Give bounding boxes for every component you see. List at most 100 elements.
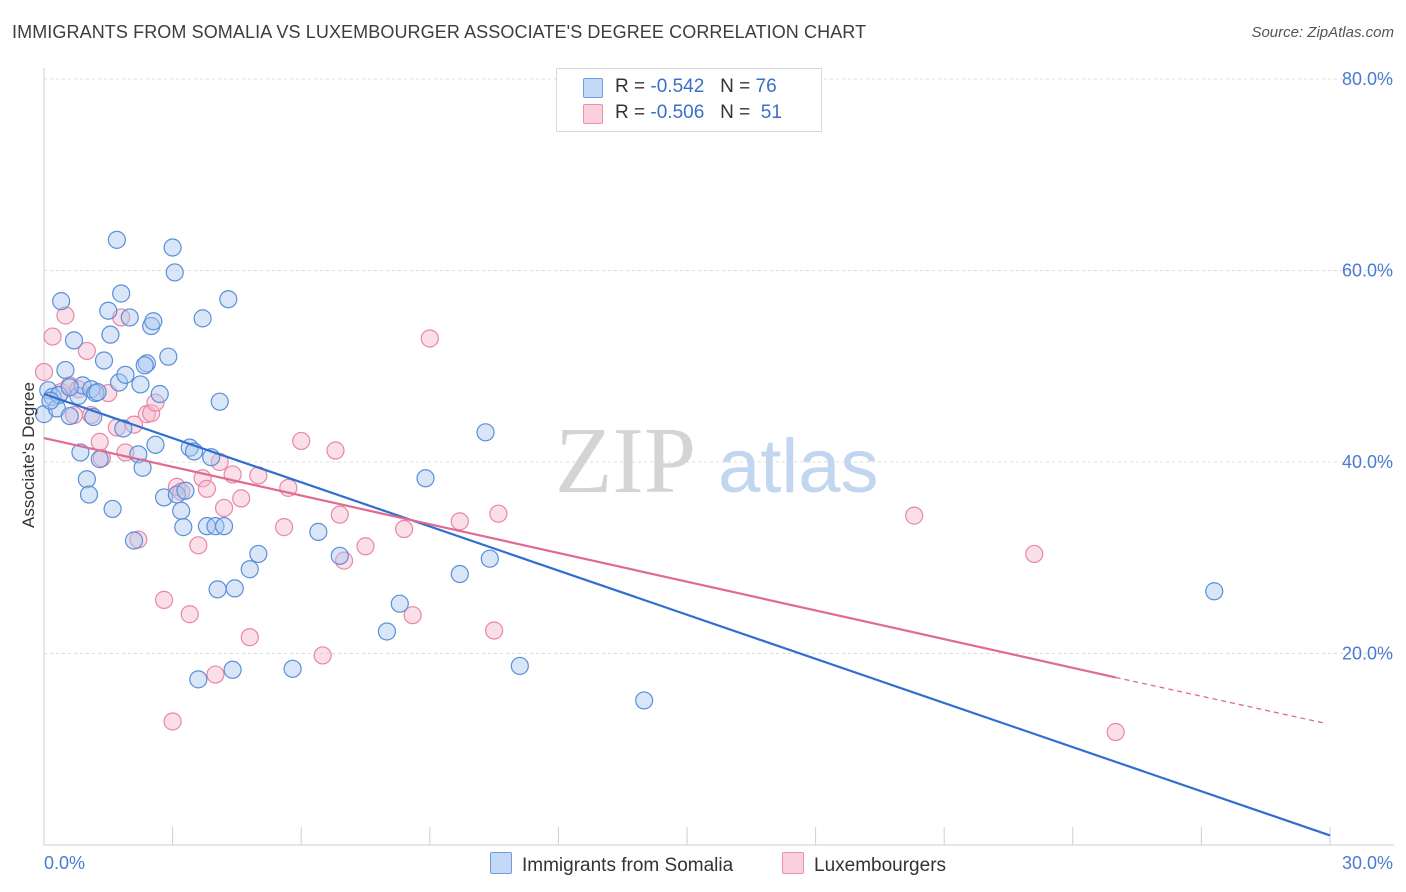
data-point-somalia (114, 419, 133, 438)
data-point-luxembourgers (420, 329, 439, 348)
data-point-luxembourgers (313, 646, 332, 665)
data-point-somalia (88, 383, 107, 402)
data-point-luxembourgers (1106, 722, 1125, 742)
data-point-somalia (208, 580, 227, 599)
data-point-somalia (249, 544, 268, 564)
data-point-luxembourgers (450, 512, 469, 531)
data-point-luxembourgers (43, 327, 62, 346)
data-point-somalia (172, 501, 191, 520)
trend-line-luxembourgers (43, 436, 1116, 679)
data-point-luxembourgers (292, 431, 311, 451)
data-point-somalia (41, 391, 60, 410)
data-point-luxembourgers (240, 628, 259, 647)
legend-swatch-pink (782, 852, 804, 874)
data-point-luxembourgers (206, 665, 225, 684)
x-tick-label-max: 30.0% (1342, 853, 1393, 873)
legend-label: Immigrants from Somalia (522, 855, 734, 876)
data-point-somalia (189, 670, 208, 689)
trend-line-somalia (43, 392, 1331, 837)
data-point-somalia (416, 469, 435, 488)
data-point-somalia (60, 406, 79, 426)
data-point-somalia (390, 594, 409, 613)
data-point-luxembourgers (77, 341, 96, 361)
data-point-luxembourgers (154, 590, 174, 609)
data-point-luxembourgers (56, 306, 75, 325)
data-point-luxembourgers (197, 479, 216, 498)
data-point-luxembourgers (189, 536, 208, 555)
legend-swatch-blue (490, 852, 512, 874)
y-tick-label: 80.0% (1342, 69, 1393, 89)
axes (43, 68, 1394, 846)
data-point-somalia (210, 392, 229, 411)
data-point-somalia (176, 481, 195, 500)
data-point-luxembourgers (232, 489, 251, 508)
data-point-somalia (174, 518, 193, 537)
data-point-luxembourgers (403, 606, 422, 625)
data-point-somalia (103, 499, 122, 519)
data-point-somalia (330, 546, 349, 565)
data-point-somalia (56, 360, 75, 380)
grid-lines (44, 78, 1394, 654)
data-point-somalia (214, 517, 234, 536)
x-tick-label-min: 0.0% (44, 853, 85, 873)
data-point-luxembourgers (214, 498, 234, 518)
data-point-luxembourgers (142, 404, 161, 423)
data-point-somalia (309, 522, 328, 541)
data-point-somalia (377, 622, 397, 641)
data-point-somalia (510, 656, 529, 676)
legend-item-somalia[interactable]: Immigrants from Somalia (490, 852, 733, 877)
data-point-luxembourgers (90, 432, 109, 451)
series-immigrants-from-somalia (34, 230, 1224, 710)
data-point-somalia (112, 284, 131, 303)
data-point-somalia (60, 378, 79, 397)
data-point-somalia (135, 356, 154, 375)
legend-swatch-pink (583, 104, 603, 124)
data-point-somalia (107, 230, 126, 249)
data-point-luxembourgers (485, 621, 504, 640)
chart-source: Source: ZipAtlas.com (1251, 24, 1394, 41)
watermark-zip: ZIP (555, 409, 696, 513)
watermark-atlas: atlas (718, 424, 879, 509)
data-point-luxembourgers (394, 519, 414, 539)
data-point-somalia (77, 470, 96, 489)
data-point-somalia (1205, 582, 1224, 601)
data-point-somalia (90, 450, 109, 469)
data-point-somalia (159, 347, 178, 366)
data-point-somalia (450, 564, 469, 584)
data-point-somalia (283, 659, 302, 678)
tick-labels: 20.0% 40.0% 60.0% 80.0% 0.0% 30.0% (44, 69, 1393, 873)
data-point-somalia (480, 549, 499, 568)
data-point-somalia (116, 365, 135, 384)
trend-line-luxembourgers-extension (1115, 676, 1326, 725)
y-tick-label: 60.0% (1342, 261, 1393, 281)
legend-label: Luxembourgers (814, 855, 947, 876)
legend-swatch-blue (583, 78, 603, 98)
y-axis-title: Associate's Degree (19, 382, 38, 528)
y-tick-label: 20.0% (1342, 644, 1393, 664)
data-point-somalia (193, 309, 212, 328)
data-point-somalia (131, 375, 150, 394)
data-point-somalia (120, 308, 139, 327)
data-point-somalia (146, 435, 165, 454)
legend-item-luxembourgers[interactable]: Luxembourgers (782, 852, 946, 877)
data-point-luxembourgers (330, 505, 349, 524)
trend-lines (43, 392, 1331, 837)
data-point-somalia (64, 331, 84, 350)
data-point-luxembourgers (326, 441, 345, 460)
chart-title: IMMIGRANTS FROM SOMALIA VS LUXEMBOURGER … (12, 22, 867, 42)
data-point-somalia (101, 325, 120, 344)
legend-text: R = -0.542 N = 76 (615, 76, 777, 97)
data-point-luxembourgers (163, 712, 182, 731)
data-point-somalia (124, 531, 144, 550)
data-point-luxembourgers (180, 605, 199, 624)
legend-text: R = -0.506 N = 51 (615, 102, 782, 123)
data-point-somalia (163, 238, 182, 257)
correlation-legend: R = -0.542 N = 76 R = -0.506 N = 51 (556, 68, 822, 132)
data-point-somalia (79, 485, 99, 504)
data-point-luxembourgers (146, 393, 165, 412)
data-point-luxembourgers (274, 518, 294, 537)
y-tick-label: 40.0% (1342, 452, 1393, 472)
data-point-luxembourgers (905, 506, 924, 525)
data-point-somalia (240, 560, 259, 579)
data-point-luxembourgers (1025, 544, 1044, 564)
